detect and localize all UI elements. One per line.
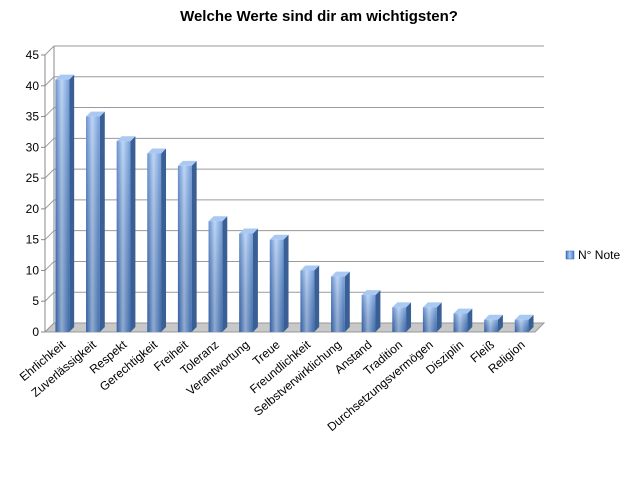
bar-side: [436, 302, 442, 332]
bar-side: [375, 290, 381, 332]
bar-top: [86, 111, 105, 117]
gridline-diagonal: [44, 137, 55, 148]
bar-side: [528, 314, 534, 332]
bar-top: [514, 314, 534, 320]
legend-swatch: [565, 250, 575, 260]
bar-top: [392, 302, 412, 308]
bar-shade: [300, 270, 315, 332]
bar: [422, 302, 442, 332]
bar: [208, 216, 228, 332]
y-tick-label: 40: [26, 79, 40, 93]
bar-shade: [484, 319, 498, 332]
y-tick-label: 20: [26, 202, 40, 216]
bar-side: [283, 234, 289, 332]
bars: [55, 74, 534, 332]
bar-side: [467, 308, 473, 332]
bar: [55, 74, 75, 332]
bar-side: [344, 271, 350, 332]
bar-shade: [55, 79, 70, 332]
legend: N° Note: [565, 248, 620, 262]
bar: [269, 234, 289, 332]
bar-side: [252, 228, 258, 332]
bar-shade: [116, 141, 131, 332]
bar-top: [147, 148, 167, 154]
bar-shade: [361, 295, 376, 332]
bar: [392, 302, 412, 332]
bar-shade: [422, 307, 437, 332]
bar-shade: [392, 307, 407, 332]
bar-top: [269, 234, 289, 240]
y-tick-label: 25: [26, 171, 40, 185]
bar: [116, 136, 136, 332]
bar-side: [69, 74, 75, 332]
bar: [147, 148, 167, 332]
bar: [514, 314, 534, 332]
bar-top: [116, 136, 136, 142]
x-axis-labels: EhrlichkeitZuverlässigkeitRespektGerecht…: [17, 337, 528, 434]
bar: [331, 271, 350, 332]
bar-side: [497, 314, 503, 332]
bar-top: [361, 290, 381, 296]
bar: [177, 160, 197, 332]
gridline-diagonal: [44, 199, 55, 210]
bar: [86, 111, 105, 332]
gridline-diagonal: [44, 291, 55, 302]
bar-top: [453, 308, 473, 314]
bar-top: [55, 74, 75, 80]
bar-top: [177, 160, 197, 166]
bar-side: [130, 136, 136, 332]
bar-shade: [86, 116, 100, 332]
bar-shade: [177, 165, 192, 332]
y-tick-label: 30: [26, 140, 40, 154]
bar-shade: [147, 153, 162, 332]
gridline-diagonal: [44, 76, 55, 87]
y-tick-label: 35: [26, 110, 40, 124]
gridline-diagonal: [44, 107, 55, 117]
y-tick-label: 15: [26, 233, 40, 247]
bar-shade: [269, 239, 284, 332]
bar: [453, 308, 473, 332]
bar-shade: [331, 276, 345, 332]
bar-top: [331, 271, 350, 277]
bar-top: [484, 314, 503, 320]
bar-top: [422, 302, 442, 308]
bar: [239, 228, 258, 332]
bar-top: [208, 216, 228, 222]
bar-shade: [239, 233, 253, 332]
legend-label: N° Note: [578, 248, 620, 262]
bar-side: [99, 111, 105, 332]
bar: [484, 314, 503, 332]
grid-layer: [43, 45, 546, 333]
bar-shade: [208, 221, 223, 332]
chart-title: Welche Werte sind dir am wichtigsten?: [180, 8, 458, 25]
bar: [300, 265, 320, 332]
y-tick-label: 0: [32, 325, 39, 339]
bar: [361, 290, 381, 332]
bar-side: [191, 160, 197, 332]
bar-top: [300, 265, 320, 271]
y-tick-label: 5: [32, 294, 39, 308]
bar-shade: [453, 313, 468, 332]
y-axis: 0 5 10 15 20 25 30 35 40 45: [26, 48, 46, 339]
bar-side: [161, 148, 167, 332]
bar-side: [406, 302, 412, 332]
bar-top: [239, 228, 258, 234]
gridline-diagonal: [44, 230, 55, 241]
bar-side: [314, 265, 320, 332]
gridline-diagonal: [44, 261, 55, 271]
bar-shade: [514, 319, 529, 332]
y-tick-label: 45: [26, 48, 40, 62]
y-tick-label: 10: [26, 263, 40, 277]
gridline-diagonal: [44, 168, 55, 179]
bar-side: [222, 216, 228, 332]
gridline-diagonal: [44, 45, 55, 56]
